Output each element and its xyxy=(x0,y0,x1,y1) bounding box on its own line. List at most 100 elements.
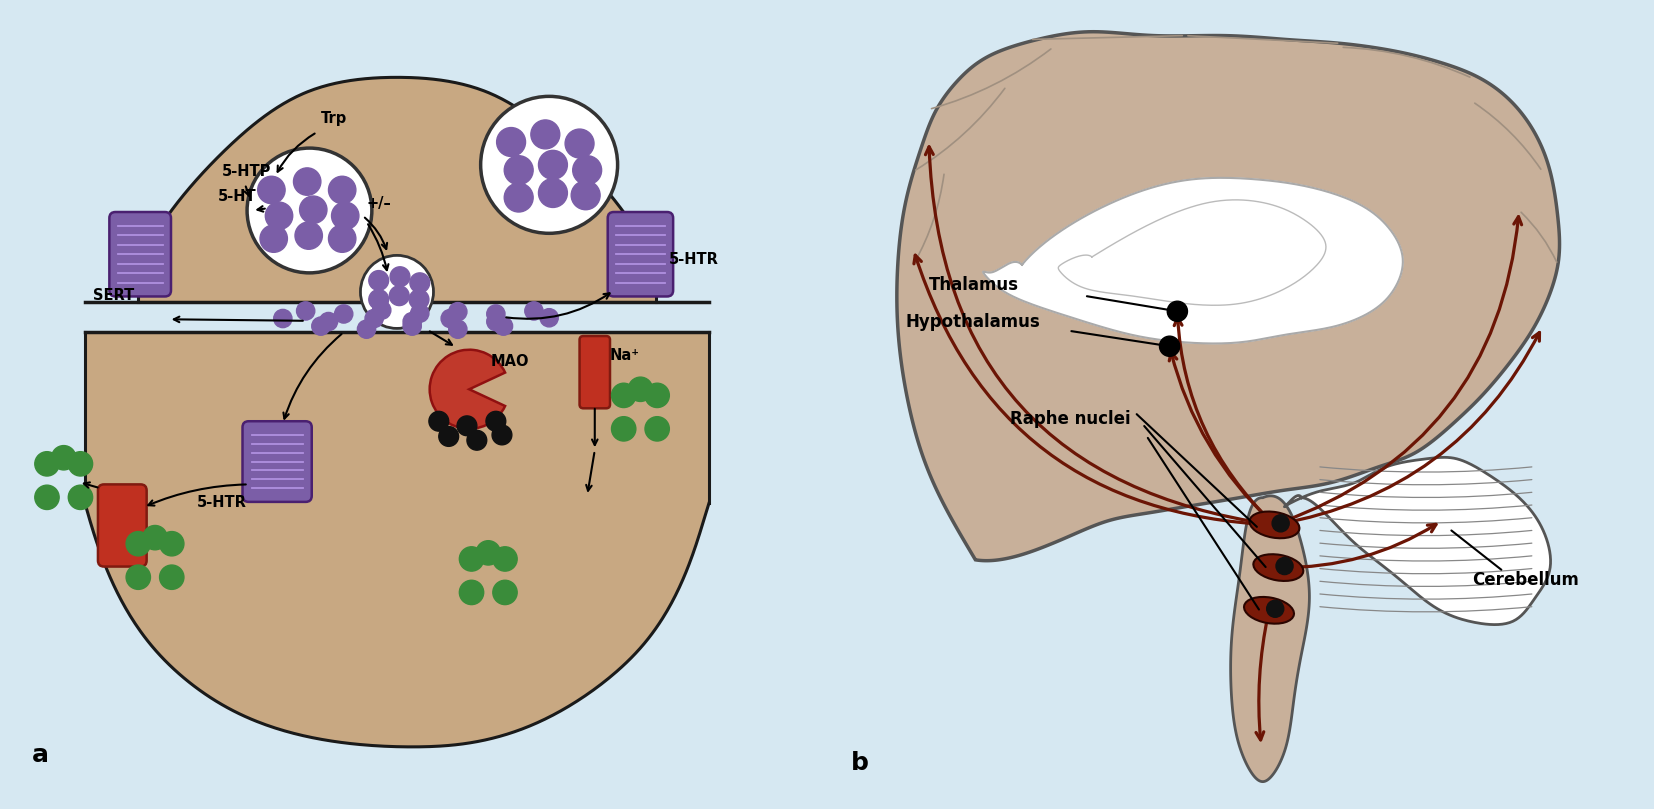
Circle shape xyxy=(486,305,504,323)
Circle shape xyxy=(476,540,501,565)
Circle shape xyxy=(389,286,409,306)
FancyBboxPatch shape xyxy=(579,336,610,409)
Circle shape xyxy=(1272,515,1288,532)
Polygon shape xyxy=(84,332,710,747)
Circle shape xyxy=(361,256,433,328)
Circle shape xyxy=(493,425,511,445)
Circle shape xyxy=(481,96,617,233)
Circle shape xyxy=(366,309,384,328)
Circle shape xyxy=(159,565,184,590)
Circle shape xyxy=(68,485,93,510)
Text: Raphe nuclei: Raphe nuclei xyxy=(1011,410,1131,428)
Circle shape xyxy=(126,532,151,556)
Circle shape xyxy=(35,485,60,510)
Circle shape xyxy=(566,129,594,158)
Circle shape xyxy=(442,309,460,328)
Circle shape xyxy=(486,312,504,331)
Circle shape xyxy=(448,320,466,338)
Circle shape xyxy=(629,377,653,401)
Ellipse shape xyxy=(1254,554,1303,581)
Text: Trp: Trp xyxy=(321,111,347,126)
Circle shape xyxy=(404,317,422,335)
Text: Na⁺: Na⁺ xyxy=(610,349,640,363)
Circle shape xyxy=(531,120,559,149)
Circle shape xyxy=(126,565,151,590)
Circle shape xyxy=(311,317,331,335)
Text: SERT: SERT xyxy=(93,287,134,303)
Circle shape xyxy=(496,128,526,156)
Circle shape xyxy=(493,547,518,571)
Circle shape xyxy=(539,309,559,327)
Ellipse shape xyxy=(1249,511,1300,538)
Circle shape xyxy=(486,411,506,431)
Polygon shape xyxy=(1231,496,1310,781)
Circle shape xyxy=(369,270,389,290)
Text: Hypothalamus: Hypothalamus xyxy=(905,313,1040,331)
Circle shape xyxy=(410,304,428,322)
Circle shape xyxy=(428,411,448,431)
Circle shape xyxy=(404,312,422,331)
Circle shape xyxy=(495,317,513,335)
Circle shape xyxy=(334,305,352,323)
Circle shape xyxy=(1275,557,1293,574)
Circle shape xyxy=(258,176,284,204)
Polygon shape xyxy=(1285,457,1550,625)
Circle shape xyxy=(246,148,372,273)
Circle shape xyxy=(390,267,410,286)
Circle shape xyxy=(460,580,483,604)
Circle shape xyxy=(571,181,600,210)
Circle shape xyxy=(645,383,670,408)
Circle shape xyxy=(612,383,635,408)
Circle shape xyxy=(372,301,390,320)
FancyBboxPatch shape xyxy=(98,485,147,566)
Circle shape xyxy=(265,202,293,230)
FancyBboxPatch shape xyxy=(243,421,311,502)
Text: 5-HT: 5-HT xyxy=(218,188,256,204)
Polygon shape xyxy=(139,78,655,302)
Circle shape xyxy=(68,451,93,476)
Circle shape xyxy=(504,155,533,184)
Text: 5-HTR: 5-HTR xyxy=(668,252,718,267)
Circle shape xyxy=(260,225,288,252)
Circle shape xyxy=(1267,600,1284,617)
Circle shape xyxy=(329,176,356,204)
FancyBboxPatch shape xyxy=(109,212,170,296)
Text: a: a xyxy=(31,743,48,767)
Circle shape xyxy=(357,320,375,338)
Text: +/–: +/– xyxy=(367,197,392,211)
Text: Cerebellum: Cerebellum xyxy=(1472,570,1580,589)
Circle shape xyxy=(51,446,76,470)
Polygon shape xyxy=(982,178,1403,344)
Circle shape xyxy=(331,202,359,230)
Circle shape xyxy=(645,417,670,441)
Circle shape xyxy=(524,302,543,320)
Circle shape xyxy=(35,451,60,476)
Circle shape xyxy=(466,430,486,450)
Circle shape xyxy=(142,526,167,550)
Circle shape xyxy=(1159,337,1179,356)
Circle shape xyxy=(448,303,466,321)
Circle shape xyxy=(612,417,635,441)
Circle shape xyxy=(294,222,323,249)
Circle shape xyxy=(457,416,476,436)
Circle shape xyxy=(539,150,567,180)
Circle shape xyxy=(273,309,293,328)
Text: 5-HTP: 5-HTP xyxy=(222,164,271,180)
Circle shape xyxy=(410,273,430,293)
Circle shape xyxy=(296,302,314,320)
Text: MAO: MAO xyxy=(491,354,529,370)
Ellipse shape xyxy=(1244,597,1293,624)
Circle shape xyxy=(504,183,533,212)
Circle shape xyxy=(438,426,458,447)
Circle shape xyxy=(493,580,518,604)
Text: b: b xyxy=(852,751,868,774)
Polygon shape xyxy=(896,32,1560,561)
Circle shape xyxy=(293,168,321,195)
Circle shape xyxy=(329,225,356,252)
Circle shape xyxy=(319,312,337,331)
Circle shape xyxy=(460,547,483,571)
Wedge shape xyxy=(430,349,504,429)
FancyBboxPatch shape xyxy=(607,212,673,296)
Circle shape xyxy=(409,290,428,309)
Polygon shape xyxy=(1059,200,1327,305)
